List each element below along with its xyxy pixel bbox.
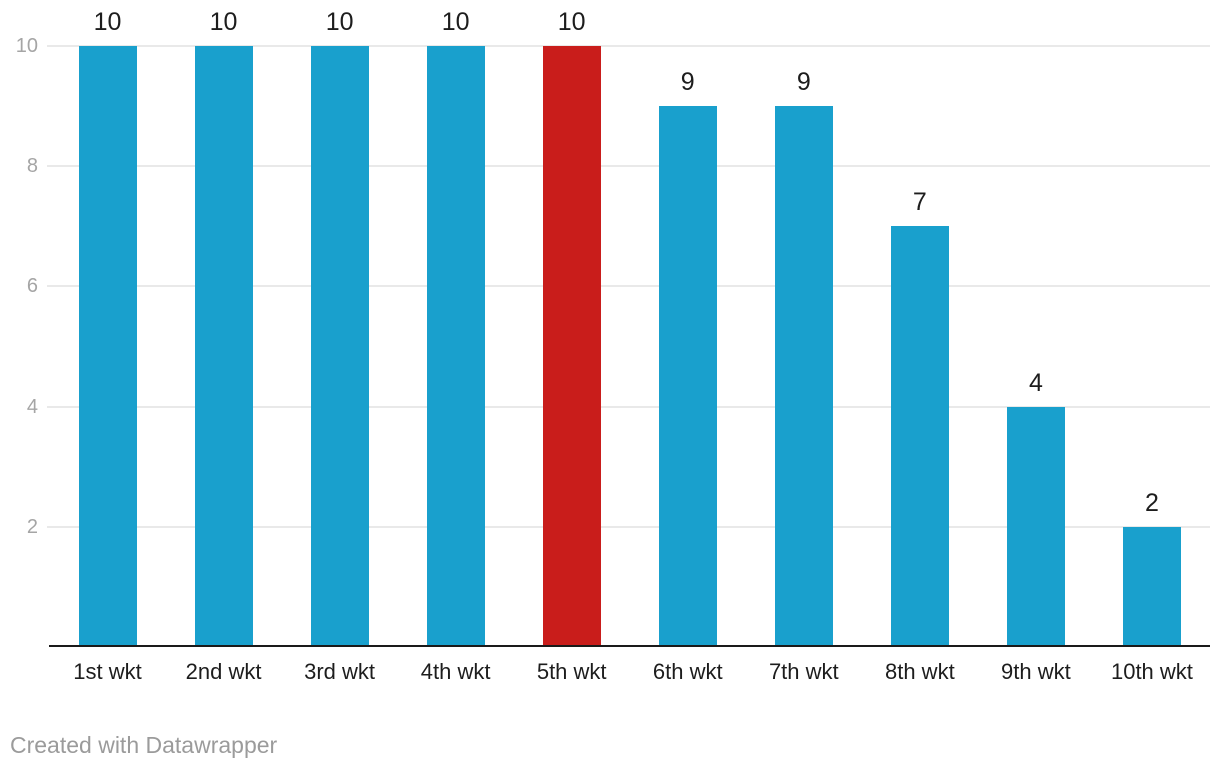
bar-value-label-10th-wkt: 2 <box>1144 488 1159 517</box>
bar-value-label-1st-wkt: 10 <box>93 8 122 36</box>
bar-value-label-7th-wkt: 9 <box>796 68 811 97</box>
bar-4th-wkt[interactable] <box>426 46 485 647</box>
y-tick-label-6: 6 <box>26 275 38 298</box>
bar-chart-plot: 2 4 6 8 10 10 1st wkt 10 2nd wkt 10 3rd wkt 10 4th w… <box>15 8 1210 684</box>
y-tick-label-10: 10 <box>15 35 38 57</box>
x-axis-label-5th-wkt: 5th wkt <box>536 659 607 684</box>
x-axis-label-1st-wkt: 1st wkt <box>73 659 142 684</box>
x-axis-label-4th-wkt: 4th wkt <box>420 659 491 684</box>
x-axis-line <box>49 645 1210 647</box>
bar-3rd-wkt[interactable] <box>310 46 369 647</box>
bar-8th-wkt[interactable] <box>890 226 949 647</box>
bar-1st-wkt[interactable] <box>78 46 137 647</box>
bar-value-label-9th-wkt: 4 <box>1028 368 1043 397</box>
bar-9th-wkt[interactable] <box>1006 406 1065 647</box>
gridline-y-6 <box>47 285 1210 288</box>
bar-value-label-8th-wkt: 7 <box>912 188 927 217</box>
y-tick-label-8: 8 <box>26 155 38 178</box>
x-axis-label-2nd-wkt: 2nd wkt <box>185 659 262 684</box>
bar-2nd-wkt[interactable] <box>194 46 253 647</box>
x-axis-label-10th-wkt: 10th wkt <box>1110 659 1193 684</box>
bar-value-label-5th-wkt: 10 <box>557 8 586 36</box>
y-tick-label-4: 4 <box>26 395 38 418</box>
x-axis-label-9th-wkt: 9th wkt <box>1001 659 1071 684</box>
bar-10th-wkt[interactable] <box>1122 526 1181 647</box>
x-axis-label-6th-wkt: 6th wkt <box>652 659 723 684</box>
gridline-y-2 <box>47 525 1210 528</box>
gridline-y-10 <box>47 45 1210 47</box>
datawrapper-credit-link[interactable]: Created with Datawrapper <box>10 732 278 758</box>
bar-value-label-6th-wkt: 9 <box>680 68 695 97</box>
gridline-y-4 <box>47 405 1210 408</box>
x-axis-label-8th-wkt: 8th wkt <box>884 659 955 684</box>
bar-7th-wkt[interactable] <box>774 106 833 647</box>
x-axis-label-3rd-wkt: 3rd wkt <box>304 659 376 684</box>
bar-6th-wkt[interactable] <box>658 106 717 647</box>
bar-value-label-2nd-wkt: 10 <box>209 8 238 36</box>
gridline-y-8 <box>47 165 1210 168</box>
y-tick-label-2: 2 <box>26 515 38 538</box>
x-axis-label-7th-wkt: 7th wkt <box>768 659 839 684</box>
bar-value-label-4th-wkt: 10 <box>441 8 470 36</box>
bar-5th-wkt[interactable] <box>542 46 601 647</box>
bar-value-label-3rd-wkt: 10 <box>325 8 354 36</box>
